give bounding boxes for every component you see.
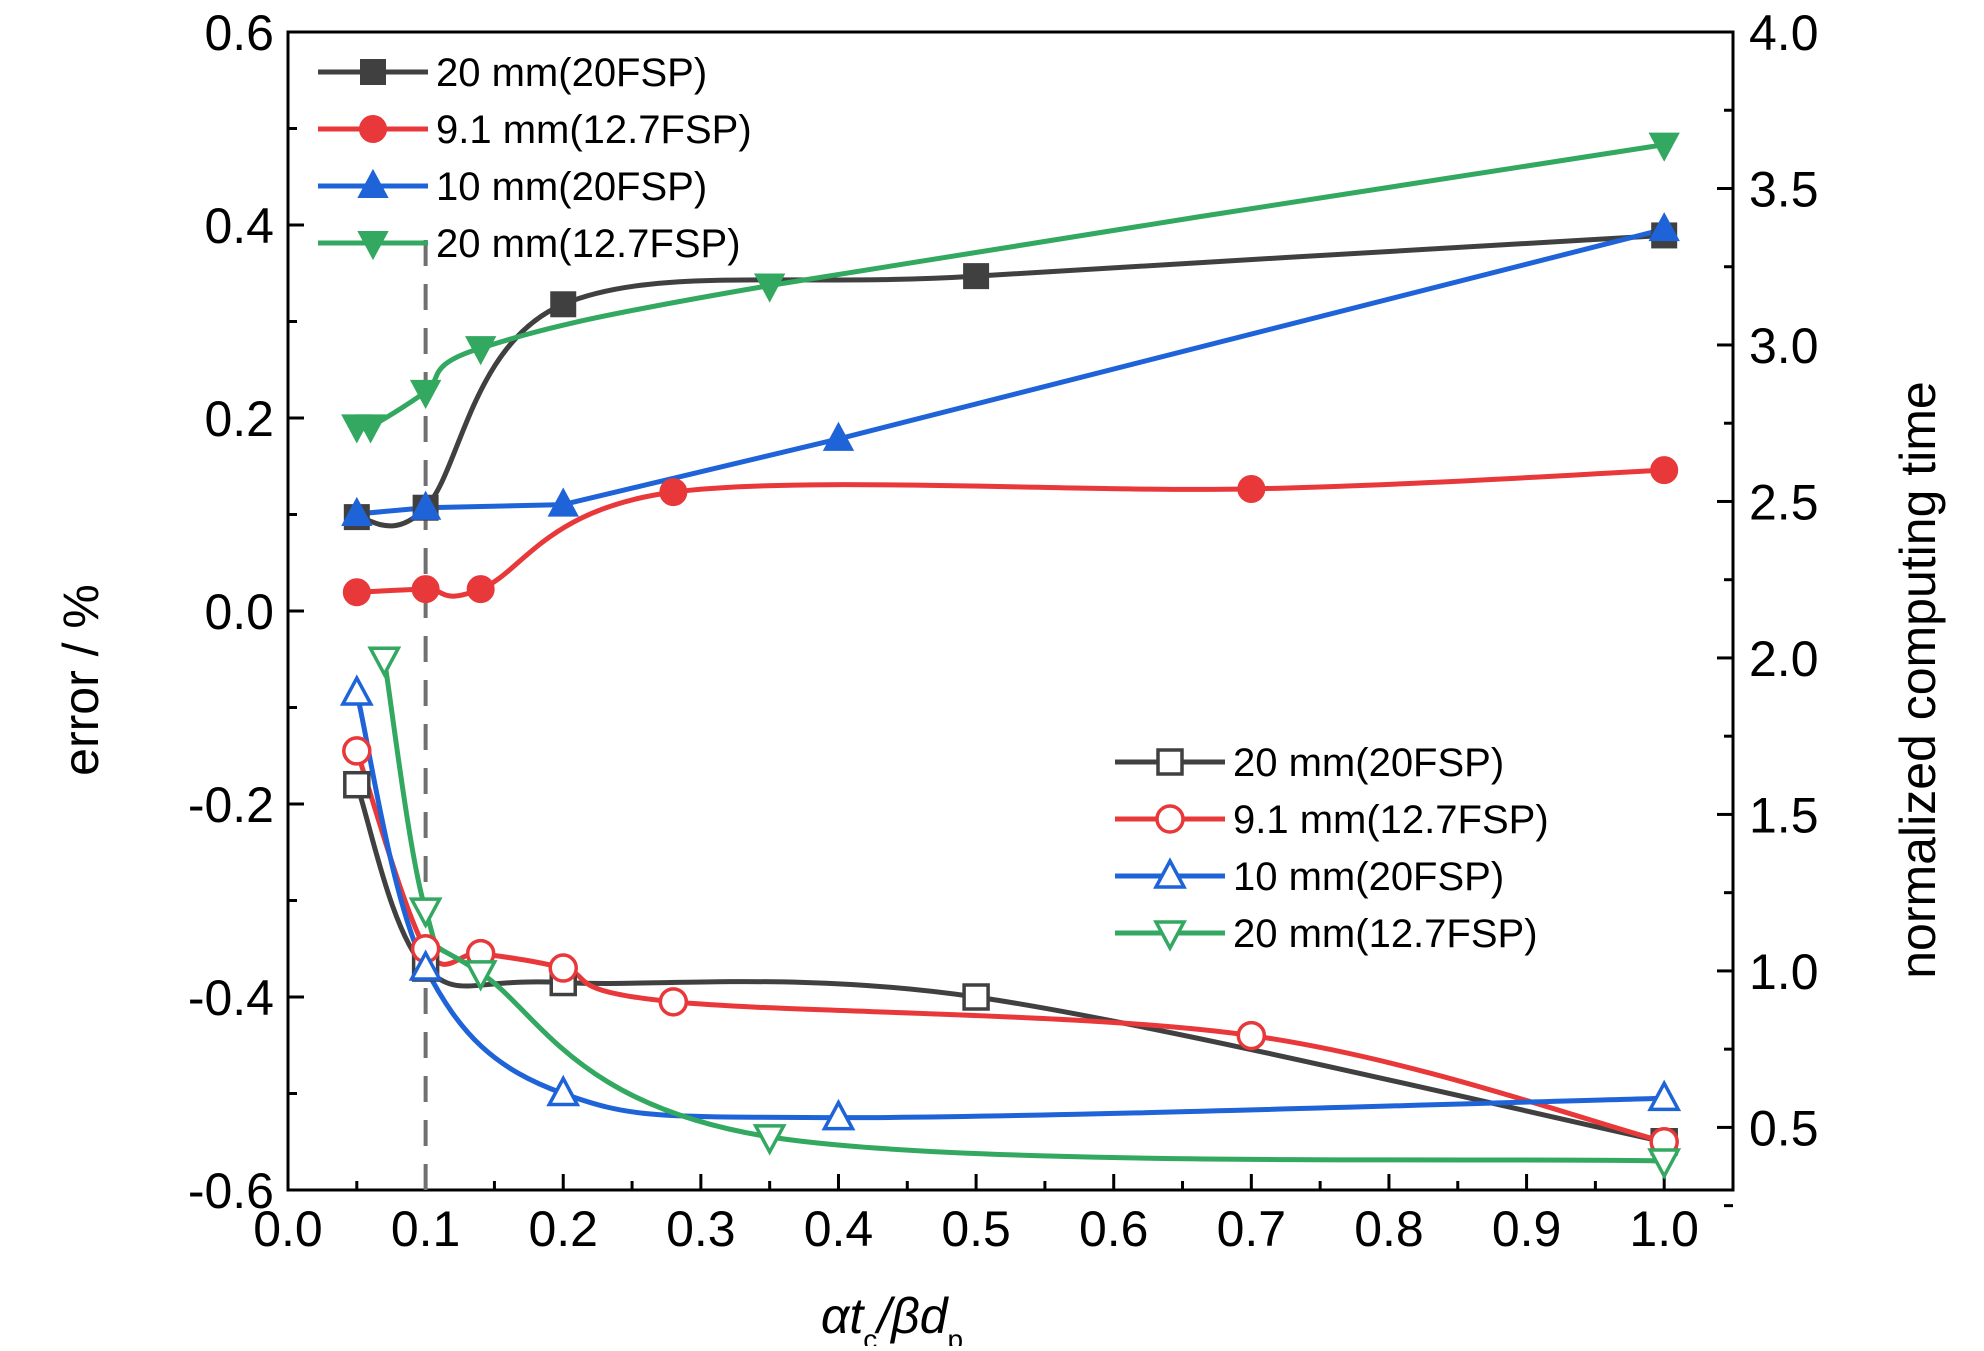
series-line-computing_time-1 (356, 467, 1665, 599)
x-title-part-main: αt (821, 1288, 866, 1344)
legends-group: 20 mm(20FSP) 9.1 mm(12.7FSP) 10 mm(20FSP) 2… (318, 51, 1549, 956)
y-left-tick-label: 0.0 (204, 584, 274, 640)
data-point-computing_time-triangle-up (409, 490, 442, 520)
y-right-tick-label: 0.5 (1749, 1100, 1819, 1156)
y-left-tick-label: -0.6 (188, 1163, 274, 1219)
data-point-computing_time-triangle-down (354, 414, 387, 444)
legend-bottom-marker (1155, 804, 1185, 834)
x-axis-title: αtc/βdp (821, 1288, 963, 1346)
y-right-tick-label: 1.5 (1749, 787, 1819, 843)
data-point-computing_time-circle (466, 575, 495, 604)
x-tick-label: 0.5 (941, 1201, 1011, 1257)
legend-top-marker (357, 231, 389, 261)
y-left-tick-label: 0.4 (204, 198, 274, 254)
legend-bottom-marker (1156, 748, 1184, 776)
data-point-error-circle (1236, 1020, 1267, 1051)
data-point-error-circle (658, 987, 689, 1017)
data-point-computing_time-circle (659, 478, 688, 507)
legend-top-label: 20 mm(20FSP) (436, 51, 707, 95)
legend-bottom-marker (1153, 920, 1187, 952)
legend-bottom-label: 20 mm(20FSP) (1233, 741, 1504, 785)
x-title-part-mid: /βd (874, 1288, 949, 1344)
x-tick-label: 0.0 (253, 1201, 323, 1257)
y-left-tick-label: -0.2 (188, 777, 274, 833)
y-right-tick-label: 1.0 (1749, 944, 1819, 1000)
series-line-computing_time-3 (356, 142, 1665, 432)
data-point-error-triangle-up (339, 674, 374, 706)
data-point-computing_time-triangle-up (547, 487, 579, 517)
data-point-computing_time-triangle-down (464, 336, 497, 366)
data-point-error-triangle-up (546, 1074, 581, 1107)
data-point-computing_time-circle (1237, 474, 1266, 503)
data-point-error-square (962, 983, 990, 1011)
legend-top-label: 9.1 mm(12.7FSP) (436, 108, 752, 152)
y-right-tick-label: 3.5 (1749, 161, 1819, 217)
data-point-error-circle (548, 953, 578, 983)
data-point-error-triangle-down (367, 646, 402, 678)
data-point-computing_time-triangle-up (1648, 212, 1680, 242)
data-point-error-triangle-down (463, 960, 498, 992)
data-point-error-triangle-down (408, 897, 443, 929)
data-point-computing_time-triangle-up (822, 421, 855, 451)
data-point-computing_time-circle (1650, 456, 1679, 485)
y-left-axis-title: error / % (53, 584, 109, 776)
x-tick-label: 0.6 (1079, 1201, 1149, 1257)
x-tick-label: 0.8 (1354, 1201, 1424, 1257)
y-right-axis-title: normalized computing time (1890, 381, 1946, 979)
x-tick-label: 0.2 (528, 1201, 598, 1257)
data-point-computing_time-square (550, 291, 577, 318)
legend-top-label: 20 mm(12.7FSP) (436, 222, 741, 266)
legend-top-marker (357, 168, 389, 198)
data-point-error-circle (342, 736, 372, 766)
data-point-error-square (343, 770, 371, 799)
x-tick-label: 0.7 (1217, 1201, 1287, 1257)
axes-group: 0.0 0.1 0.2 0.3 0.4 0.5 0.6 0.7 0.8 0.9 1.0 -0.6 -0.… (188, 5, 1819, 1257)
data-point-error-triangle-down (1647, 1148, 1682, 1180)
series-markers-group (339, 132, 1682, 1180)
y-right-tick-label: 2.5 (1749, 474, 1819, 530)
y-left-tick-label: 0.2 (204, 391, 274, 447)
x-tick-label: 0.1 (391, 1201, 461, 1257)
data-point-computing_time-square (963, 263, 990, 290)
y-right-tick-label: 2.0 (1749, 631, 1819, 687)
data-point-computing_time-circle (342, 578, 371, 607)
legend-bottom-marker (1153, 857, 1187, 889)
series-line-error-6 (354, 692, 1665, 1121)
x-title-sub-p: p (948, 1324, 964, 1347)
data-point-error-triangle-up (408, 949, 443, 981)
legend-top-marker (359, 115, 387, 143)
legend-top-marker (360, 59, 386, 85)
legend-bottom-label: 10 mm(20FSP) (1233, 855, 1504, 899)
data-point-error-triangle-down (752, 1124, 787, 1156)
x-tick-label: 0.9 (1492, 1201, 1562, 1257)
x-title-sub-c: c (863, 1324, 877, 1347)
axis-titles-group: αtc/βdp error / % normalized computing t… (53, 381, 1946, 1351)
x-tick-label: 0.3 (666, 1201, 736, 1257)
y-left-tick-label: -0.4 (188, 970, 274, 1026)
data-point-error-triangle-up (1647, 1079, 1682, 1112)
y-left-tick-label: 0.6 (204, 5, 274, 61)
data-point-computing_time-circle (411, 575, 440, 604)
legend-bottom-label: 20 mm(12.7FSP) (1233, 912, 1538, 956)
data-point-computing_time-triangle-down (1648, 132, 1680, 162)
data-point-computing_time-triangle-down (409, 379, 442, 410)
data-point-error-triangle-up (821, 1098, 856, 1131)
x-tick-label: 1.0 (1629, 1201, 1699, 1257)
y-right-tick-label: 4.0 (1749, 5, 1819, 61)
legend-bottom-label: 9.1 mm(12.7FSP) (1233, 798, 1549, 842)
data-point-computing_time-triangle-down (753, 273, 786, 303)
y-right-tick-label: 3.0 (1749, 318, 1819, 374)
legend-top-label: 10 mm(20FSP) (436, 165, 707, 209)
data-point-computing_time-triangle-up (341, 496, 373, 526)
series-line-error-7 (381, 658, 1665, 1164)
x-tick-label: 0.4 (804, 1201, 874, 1257)
